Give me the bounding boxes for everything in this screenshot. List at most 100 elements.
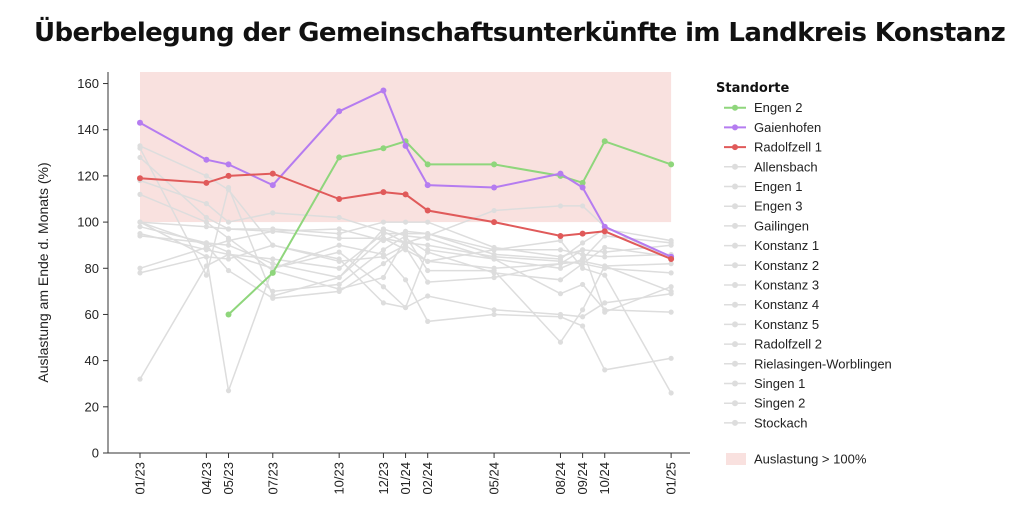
data-point — [579, 179, 586, 186]
data-point — [225, 161, 232, 168]
data-point — [602, 244, 608, 251]
x-tick-label: 01/25 — [664, 462, 679, 495]
legend-swatch-marker — [732, 301, 738, 308]
legend-item-stockach[interactable]: Stockach — [724, 415, 807, 430]
data-point — [491, 267, 497, 274]
data-point — [557, 247, 564, 253]
x-tick-label: 01/23 — [133, 462, 148, 495]
data-point — [270, 242, 276, 248]
legend-label: Konstanz 5 — [754, 317, 819, 332]
legend-item-radolfzell-1[interactable]: Radolfzell 1 — [724, 140, 822, 155]
legend-item-rielasingen-worblingen[interactable]: Rielasingen-Worblingen — [724, 356, 892, 371]
legend-swatch-marker — [732, 144, 738, 151]
data-point — [557, 265, 564, 271]
x-tick-label: 09/24 — [575, 462, 590, 495]
legend-item-engen-3[interactable]: Engen 3 — [724, 199, 802, 214]
legend-item-radolfzell-2[interactable]: Radolfzell 2 — [724, 337, 822, 352]
legend-label: Konstanz 2 — [754, 258, 819, 273]
legend-item-engen-1[interactable]: Engen 1 — [724, 179, 802, 194]
data-point — [225, 184, 232, 191]
data-point — [269, 182, 276, 189]
legend-item-konstanz-4[interactable]: Konstanz 4 — [724, 297, 819, 312]
data-point — [491, 207, 497, 214]
data-point — [580, 307, 586, 313]
data-point — [336, 242, 342, 248]
legend-item-konstanz-2[interactable]: Konstanz 2 — [724, 258, 819, 273]
legend-label: Rielasingen-Worblingen — [754, 356, 892, 371]
legend-item-konstanz-1[interactable]: Konstanz 1 — [724, 238, 819, 253]
data-point — [425, 233, 431, 239]
data-point — [336, 256, 342, 262]
legend-item-allensbach[interactable]: Allensbach — [724, 159, 818, 174]
legend-item-konstanz-3[interactable]: Konstanz 3 — [724, 278, 819, 293]
data-point — [402, 219, 409, 225]
data-point — [137, 376, 143, 382]
data-point — [380, 145, 387, 152]
data-point — [402, 233, 409, 239]
data-point — [269, 170, 276, 177]
data-point — [668, 256, 675, 263]
series-singen-1 — [137, 219, 674, 394]
data-point — [402, 191, 409, 198]
legend-band-label: Auslastung > 100% — [754, 452, 867, 467]
legend-item-gailingen[interactable]: Gailingen — [724, 218, 809, 233]
data-point — [402, 228, 409, 234]
data-point — [203, 173, 209, 179]
legend-item-singen-1[interactable]: Singen 1 — [724, 376, 805, 391]
legend: Standorte Engen 2 Gaienhofen Radolfzell 1 Al… — [716, 81, 892, 467]
data-point — [668, 161, 675, 168]
data-point — [602, 307, 608, 313]
data-point — [602, 367, 608, 373]
legend-item-singen-2[interactable]: Singen 2 — [724, 396, 805, 411]
data-point — [425, 219, 431, 225]
data-point — [424, 161, 431, 168]
data-point — [579, 184, 586, 191]
legend-item-konstanz-5[interactable]: Konstanz 5 — [724, 317, 819, 332]
x-tick-label: 02/24 — [420, 462, 435, 495]
data-point — [491, 251, 497, 258]
data-point — [601, 138, 608, 145]
data-point — [336, 249, 342, 255]
data-point — [580, 281, 586, 288]
series-stockach — [137, 145, 674, 396]
data-point — [557, 232, 564, 239]
legend-swatch-marker — [732, 183, 738, 190]
y-tick-label: 20 — [85, 399, 99, 414]
data-point — [580, 323, 586, 329]
data-point — [336, 214, 342, 221]
legend-swatch-marker — [732, 341, 738, 348]
data-point — [602, 272, 608, 278]
data-point — [137, 175, 143, 182]
data-point — [402, 277, 409, 283]
data-point — [336, 274, 342, 281]
data-point — [602, 233, 608, 239]
legend-item-engen-2[interactable]: Engen 2 — [724, 100, 802, 115]
series-radolfzell-2 — [137, 233, 674, 345]
x-tick-label: 04/23 — [199, 462, 214, 495]
legend-swatch-marker — [732, 242, 738, 249]
data-point — [402, 240, 409, 246]
data-point — [580, 261, 586, 267]
data-point — [270, 293, 276, 299]
data-point — [491, 274, 497, 281]
data-point — [557, 291, 564, 297]
data-point — [557, 256, 564, 262]
data-point — [557, 277, 564, 283]
series-radolfzell-1 — [137, 170, 675, 263]
data-point — [336, 231, 342, 237]
data-point — [225, 311, 232, 318]
legend-title: Standorte — [716, 81, 789, 96]
legend-label: Engen 3 — [754, 199, 802, 214]
x-tick-label: 12/23 — [376, 462, 391, 495]
data-point — [425, 258, 431, 264]
data-point — [557, 203, 564, 209]
legend-item-gaienhofen[interactable]: Gaienhofen — [724, 120, 821, 135]
y-tick-label: 100 — [77, 215, 99, 230]
data-point — [557, 261, 564, 267]
data-point — [602, 249, 608, 255]
data-point — [580, 203, 586, 209]
data-point — [137, 270, 143, 276]
data-point — [380, 300, 387, 306]
data-point — [137, 219, 143, 225]
x-tick-label: 07/23 — [265, 462, 280, 495]
